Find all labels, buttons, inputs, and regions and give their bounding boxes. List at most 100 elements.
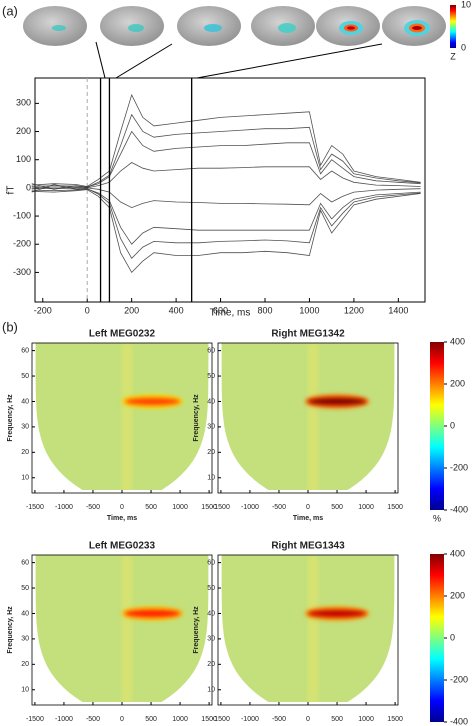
y-tick-label: 30 (21, 424, 29, 431)
trace (31, 187, 421, 209)
y-tick-label: 50 (207, 585, 215, 592)
y-tick-label: 10 (207, 687, 215, 694)
panel-label: (a) (2, 3, 18, 18)
y-tick-label: 60 (21, 347, 29, 354)
y-tick-label: 50 (21, 585, 29, 592)
colorbar-tick-label: 200 (450, 590, 465, 600)
trace (31, 189, 421, 274)
x-tick-label: 0 (120, 716, 124, 723)
chart-title: Right MEG1342 (271, 329, 345, 340)
colorbar-label: % (433, 513, 441, 523)
x-tick-label: -500 (86, 716, 100, 723)
peak (308, 397, 367, 405)
colorbar-tick-label: 200 (450, 378, 465, 388)
trace (31, 130, 421, 188)
y-tick-label: 300 (16, 98, 31, 108)
x-tick-label: -1500 (26, 504, 44, 511)
y-tick-label: 40 (21, 610, 29, 617)
colorbar-tick-label: 0 (461, 42, 466, 52)
x-tick-label: -1500 (26, 716, 44, 723)
onset-band (122, 555, 132, 702)
y-tick-label: 20 (207, 661, 215, 668)
y-tick-label: -200 (13, 239, 31, 249)
peak (124, 609, 181, 617)
x-tick-label: 600 (213, 305, 228, 315)
heatmap (35, 555, 209, 702)
colorbar-tick-label: -400 (450, 716, 468, 726)
colorbar-tick-label: -200 (450, 462, 468, 472)
y-tick-label: 30 (21, 636, 29, 643)
x-tick-label: 1000 (358, 504, 374, 511)
y-tick-label: 30 (207, 636, 215, 643)
x-tick-label: 1500 (201, 504, 217, 511)
chart-title: Right MEG1343 (271, 541, 345, 552)
y-tick-label: -100 (13, 210, 31, 220)
y-tick-label: 30 (207, 424, 215, 431)
y-tick-label: 20 (21, 449, 29, 456)
x-tick-label: 0 (306, 716, 310, 723)
heatmap-background (35, 555, 209, 702)
x-tick-label: -500 (272, 504, 286, 511)
y-axis-label: Frequency, Hz (193, 394, 200, 442)
x-tick-label: 1500 (387, 504, 403, 511)
y-tick-label: 40 (21, 398, 29, 405)
y-tick-label: 200 (16, 126, 31, 136)
y-axis-label: Frequency, Hz (193, 606, 200, 654)
x-tick-label: 1400 (388, 305, 408, 315)
panel-label: (b) (2, 319, 18, 334)
colorbar-tick-label: -400 (450, 504, 468, 514)
y-axis-label: fT (6, 186, 17, 195)
colorbar (450, 5, 456, 48)
trace (31, 188, 421, 245)
x-tick-label: 1000 (172, 504, 188, 511)
y-tick-label: 10 (21, 687, 29, 694)
x-tick-label: 400 (169, 305, 184, 315)
colorbar-tick-label: 0 (450, 632, 455, 642)
x-tick-label: 0 (120, 504, 124, 511)
y-tick-label: 40 (207, 398, 215, 405)
x-tick-label: 800 (257, 305, 272, 315)
heatmap (35, 343, 209, 490)
colorbar-tick-label: 400 (450, 548, 465, 558)
trace (31, 184, 421, 259)
chart-title: Left MEG0233 (89, 541, 156, 552)
x-axis-label: Time, ms (210, 308, 251, 319)
y-tick-label: 20 (21, 661, 29, 668)
connector-lines (95, 41, 383, 79)
x-tick-label: -1500 (212, 716, 230, 723)
x-tick-label: 500 (331, 716, 343, 723)
y-tick-label: 60 (21, 559, 29, 566)
x-tick-label: 1200 (344, 305, 364, 315)
x-tick-label: -500 (272, 716, 286, 723)
trace (31, 162, 421, 189)
heatmap-background (35, 343, 209, 490)
x-axis-label: Time, ms (107, 515, 137, 522)
y-tick-label: 60 (207, 559, 215, 566)
chart-title: Left MEG0232 (89, 329, 156, 340)
x-tick-label: -1000 (241, 716, 259, 723)
y-tick-label: 0 (26, 182, 31, 192)
heatmap (221, 555, 395, 702)
colorbar-tick-label: -200 (450, 674, 468, 684)
x-tick-label: -1000 (241, 504, 259, 511)
x-tick-label: -1500 (212, 504, 230, 511)
x-tick-label: 200 (124, 305, 139, 315)
x-tick-label: 1000 (299, 305, 319, 315)
onset-band (122, 343, 132, 490)
onset-band (308, 555, 318, 702)
trace (31, 93, 421, 187)
peak (308, 609, 367, 617)
y-tick-label: 60 (207, 347, 215, 354)
y-tick-label: -300 (13, 267, 31, 277)
onset-band (308, 343, 318, 490)
x-tick-label: -1000 (55, 716, 73, 723)
x-axis-label: Time, ms (293, 515, 323, 522)
x-tick-label: 1500 (201, 716, 217, 723)
y-axis-label: Frequency, Hz (7, 606, 14, 654)
x-tick-label: 0 (306, 504, 310, 511)
plot-frame (34, 77, 426, 303)
x-tick-label: 500 (145, 504, 157, 511)
trace (31, 113, 421, 190)
y-tick-label: 50 (21, 373, 29, 380)
